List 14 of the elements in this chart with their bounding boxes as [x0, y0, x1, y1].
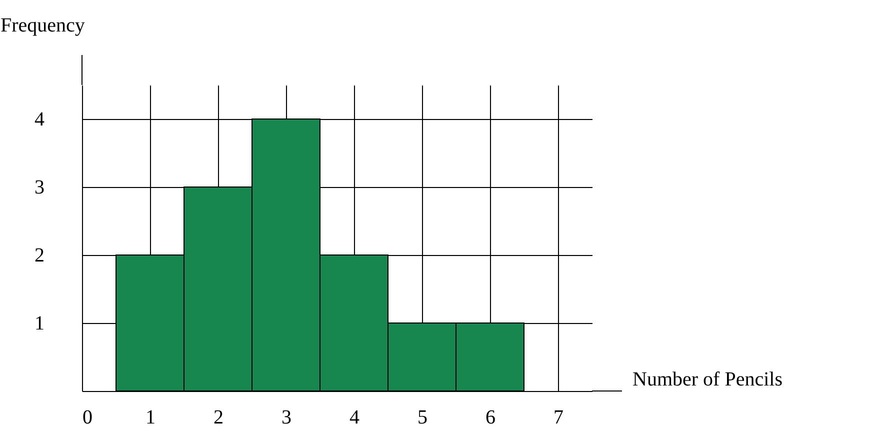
- y-tick-label: 3: [34, 176, 44, 198]
- y-axis-title: Frequency: [0, 14, 85, 36]
- x-axis-title: Number of Pencils: [632, 368, 783, 390]
- x-tick-label: 7: [554, 406, 564, 428]
- x-tick-label: 1: [146, 406, 156, 428]
- x-tick-label: 6: [486, 406, 496, 428]
- x-tick-label: 3: [282, 406, 292, 428]
- x-tick-label: 4: [350, 406, 360, 428]
- y-tick-label: 4: [34, 108, 44, 130]
- x-tick-label: 5: [418, 406, 428, 428]
- x-tick-label: 0: [82, 406, 92, 428]
- y-tick-label: 1: [34, 312, 44, 334]
- y-tick-label: 2: [34, 244, 44, 266]
- x-tick-label: 2: [214, 406, 224, 428]
